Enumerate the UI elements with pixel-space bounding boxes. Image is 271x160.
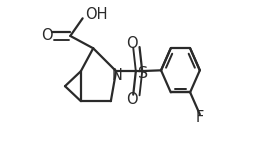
Text: O: O (126, 36, 138, 51)
Text: O: O (126, 92, 138, 107)
Text: O: O (41, 28, 53, 43)
Text: N: N (111, 68, 122, 83)
Text: S: S (138, 66, 148, 81)
Text: OH: OH (85, 7, 107, 22)
Text: F: F (196, 110, 204, 125)
